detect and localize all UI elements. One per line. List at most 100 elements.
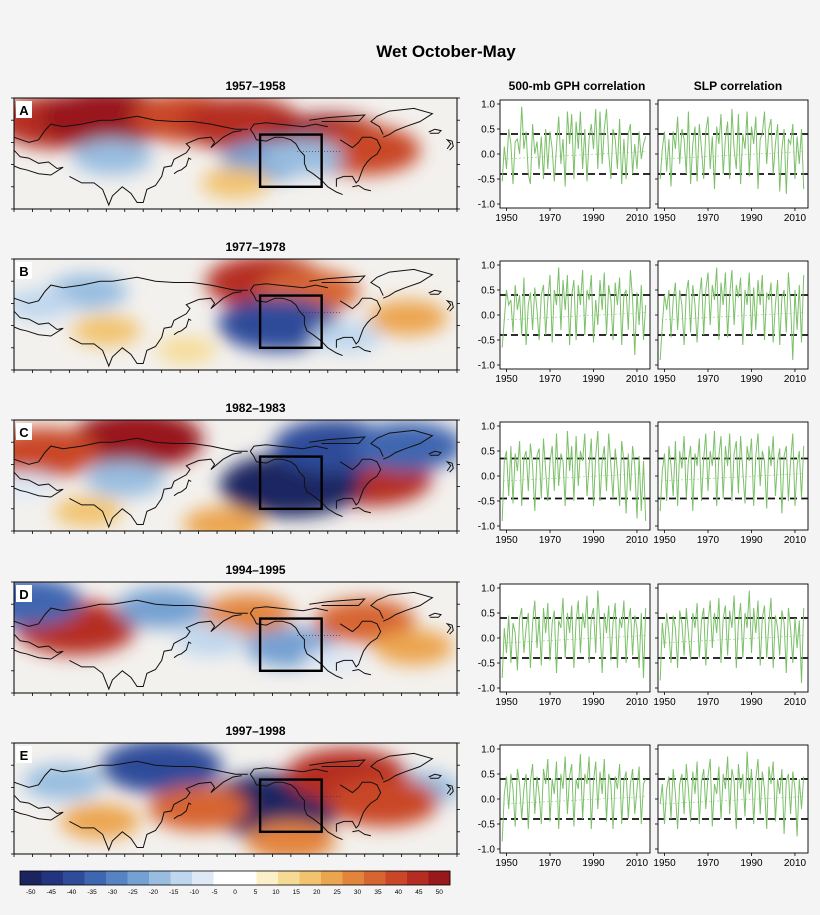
anomaly-blob <box>200 167 271 199</box>
panel-row-C: 1982–1983 C 1950 1970 1990 2010 1.0 0.5 0.0 -0.5 -… <box>11 401 809 546</box>
anomaly-blob <box>116 587 207 629</box>
x-tick-label: 2010 <box>784 697 807 708</box>
x-tick-label: 1970 <box>697 374 720 385</box>
anomaly-map <box>14 98 457 209</box>
panel-rows: 1957–1958 A 1950 1970 1990 2010 1.0 0.5 0.0 -0.5 -… <box>11 79 809 869</box>
x-tick-label: 1970 <box>697 858 720 869</box>
x-tick-label: 1950 <box>653 697 676 708</box>
colorbar-swatch <box>170 871 193 885</box>
anomaly-blob <box>367 299 448 336</box>
x-tick-label: 1970 <box>539 535 562 546</box>
correlation-series <box>501 753 647 842</box>
x-tick-label: 1990 <box>582 213 605 224</box>
y-tick-label: 0.5 <box>481 447 495 458</box>
y-tick-label: 0.0 <box>481 634 495 645</box>
colorbar-swatch <box>385 871 408 885</box>
coastline <box>370 429 434 460</box>
colorbar-tick-label: 45 <box>415 889 423 896</box>
x-tick-label: 2010 <box>626 535 649 546</box>
colorbar-swatch <box>321 871 343 885</box>
coastline <box>249 774 343 841</box>
colorbar-frame <box>19 870 451 886</box>
x-tick-label: 1950 <box>495 213 518 224</box>
coastline <box>173 479 192 497</box>
coastline <box>173 802 192 820</box>
coastline <box>249 444 328 452</box>
y-tick-label: 0.0 <box>481 472 495 483</box>
colorbar-tick-label: -5 <box>212 889 218 896</box>
coastline <box>335 620 382 671</box>
x-tick-label: 2010 <box>784 374 807 385</box>
coastline <box>69 775 242 852</box>
panel-row-D: 1994–1995 D 1950 1970 1990 2010 1.0 0.5 0.0 -0.5 -… <box>11 563 809 708</box>
coastline <box>14 764 113 788</box>
coastline <box>173 157 192 175</box>
x-tick-label: 1970 <box>539 858 562 869</box>
correlation-series <box>501 267 647 356</box>
coastline <box>14 280 113 304</box>
coastline <box>352 506 372 514</box>
figure-title: Wet October-May <box>376 42 516 61</box>
x-tick-label: 1950 <box>653 535 676 546</box>
anomaly-blob <box>14 289 74 321</box>
x-tick-label: 1950 <box>653 213 676 224</box>
column-title-slp: SLP correlation <box>694 79 782 93</box>
coastline <box>249 129 343 196</box>
y-tick-label: 1.0 <box>481 584 495 595</box>
x-tick-label: 2010 <box>626 213 649 224</box>
colorbar: -50 -45 -40 -35 -30 -25 -20 -15 -10 -5 0 5 10 15 20 25 3… <box>19 870 451 896</box>
region-box <box>258 294 323 349</box>
correlation-series <box>659 590 805 684</box>
x-tick-label: 1950 <box>653 374 676 385</box>
coastline <box>352 184 372 192</box>
coastline <box>445 299 454 312</box>
coastline <box>112 599 248 614</box>
region-box <box>258 133 323 189</box>
coastline <box>352 345 372 353</box>
correlation-chart-E-gph: 1950 1970 1990 2010 1.0 0.5 0.0 -0.5 -1.0 <box>478 745 651 869</box>
column-title-gph: 500-mb GPH correlation <box>509 79 646 93</box>
chart-frame <box>657 583 809 693</box>
coastline <box>69 452 242 529</box>
anomaly-blob <box>53 495 123 527</box>
anomaly-map <box>14 743 457 854</box>
anomaly-map <box>14 582 457 693</box>
x-tick-label: 2010 <box>626 697 649 708</box>
colorbar-swatch <box>149 871 171 885</box>
y-tick-label: 0.5 <box>481 125 495 136</box>
colorbar-tick-label: -30 <box>108 889 118 896</box>
colorbar-tick-label: 40 <box>395 889 403 896</box>
y-tick-label: 0.5 <box>481 770 495 781</box>
coastline <box>370 591 434 622</box>
panel-letter: E <box>20 748 29 763</box>
coastline <box>112 276 248 291</box>
colorbar-tick-label: -50 <box>26 889 36 896</box>
coastline <box>309 114 366 122</box>
x-tick-label: 1970 <box>539 374 562 385</box>
colorbar-tick-label: 20 <box>313 889 321 896</box>
x-tick-label: 1950 <box>653 858 676 869</box>
anomaly-blob <box>148 785 249 831</box>
colorbar-swatch <box>407 871 429 885</box>
y-tick-label: -1.0 <box>478 522 496 533</box>
coastline <box>309 436 366 444</box>
panel-period-title: 1997–1998 <box>225 724 285 738</box>
y-tick-label: -0.5 <box>478 497 496 508</box>
panel-letter-bg <box>16 746 32 763</box>
coastline <box>335 297 382 348</box>
panel-letter: C <box>19 425 29 440</box>
coastline <box>69 130 242 207</box>
colorbar-swatch <box>213 871 236 885</box>
anomaly-blob <box>327 776 439 827</box>
anomaly-blob <box>60 803 141 840</box>
anomaly-blob <box>183 506 264 531</box>
colorbar-swatch <box>127 871 150 885</box>
y-tick-label: 0.5 <box>481 286 495 297</box>
correlation-chart-A-slp: 1950 1970 1990 2010 <box>653 99 809 224</box>
y-tick-label: 1.0 <box>481 422 495 433</box>
colorbar-tick-label: 35 <box>374 889 382 896</box>
colorbar-swatch <box>84 871 107 885</box>
coastline <box>14 310 64 337</box>
coastline <box>249 613 343 680</box>
